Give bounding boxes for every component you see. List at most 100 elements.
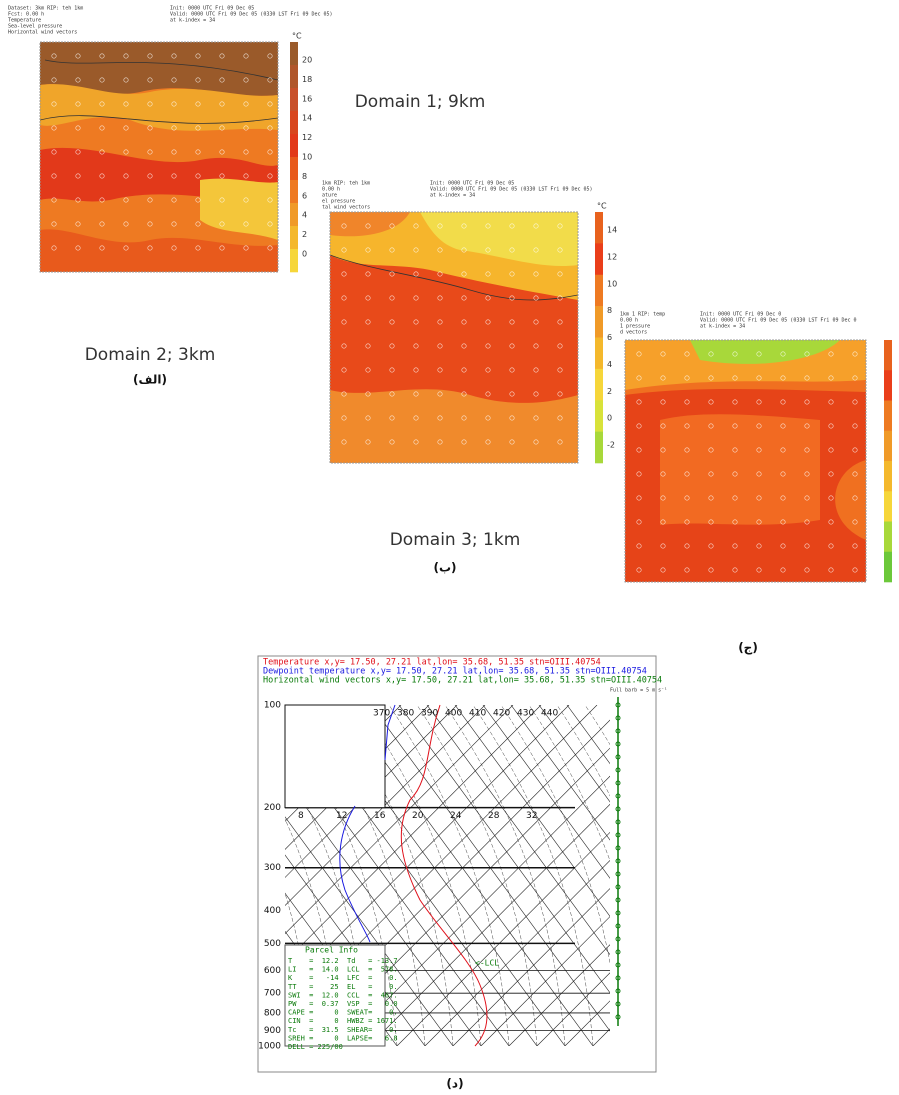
colorbar-unit: °C [292,32,302,41]
panel-label: (ج) [738,641,758,655]
colorbar-tick-label: -2 [607,441,615,450]
colorbar-segment [595,369,603,401]
colorbar-segment [290,180,298,203]
colorbar-segment [595,243,603,275]
dry-adiabat [0,705,117,1046]
theta-label: 410 [469,709,486,719]
map-header: at k-index = 34 [170,18,215,24]
theta-label: 440 [541,709,558,719]
moist-adiabat [0,705,61,1046]
theta-label: 380 [397,709,414,719]
colorbar-segment [884,340,892,371]
colorbar-tick-label: 8 [302,172,307,181]
dry-adiabat [0,705,229,1046]
colorbar-segment [290,134,298,157]
theta-label: 420 [493,709,510,719]
parcel-title: Parcel Info [305,946,358,955]
temp-label: 32 [526,811,537,821]
colorbar-tick-label: 14 [302,114,312,123]
colorbar-tick-label: 6 [302,191,307,200]
isotherm [733,705,899,1046]
map-header: at k-index = 34 [430,193,475,199]
colorbar-tick-label: 12 [607,252,617,261]
colorbar-segment [290,226,298,249]
parcel-info: CAPE = 0 SWEAT= 0. [288,1009,398,1017]
colorbar-tick-label: 14 [607,226,617,235]
blank-box [285,705,385,808]
panel-label: (الف) [133,373,167,387]
theta-label: 390 [421,709,438,719]
colorbar-segment [595,306,603,338]
moist-adiabat [669,705,789,1046]
colorbar-segment [884,461,892,492]
colorbar-segment [884,552,892,583]
dry-adiabat [0,705,201,1046]
parcel-info: LI = 14.0 LCL = 578. [288,966,398,974]
colorbar-segment [884,491,892,522]
caption: Domain 2; 3km [85,345,216,365]
parcel-info: SWI = 12.0 CCL = 467. [288,991,398,999]
panel-label: (ب) [433,561,456,575]
pressure-label: 600 [264,966,281,976]
moist-adiabat [25,705,145,1046]
colorbar-segment [884,370,892,401]
theta-label: 400 [445,709,462,719]
parcel-info: SREH = 0 LAPSE= 6.8 [288,1034,398,1042]
moist-adiabat [53,705,173,1046]
dry-adiabat [0,705,145,1046]
colorbar-segment [290,111,298,134]
colorbar-segment [290,65,298,88]
temp-label: 16 [374,811,386,821]
temp-label: 24 [450,811,462,821]
pressure-label: 100 [264,701,281,711]
moist-adiabat [697,705,817,1046]
dry-adiabat [7,705,257,1046]
colorbar-tick-label: 6 [607,333,612,342]
moist-adiabat [0,705,117,1046]
isotherm [705,705,899,1046]
moist-adiabat [109,705,229,1046]
parcel-info: DELL = 225/00 [288,1043,343,1051]
colorbar-tick-label: 2 [302,230,307,239]
dry-adiabat [0,705,33,1046]
theta-label: 370 [373,709,390,719]
colorbar-segment [595,338,603,370]
temp-label: 8 [298,811,304,821]
colorbar-segment [884,522,892,553]
moist-adiabat [81,705,201,1046]
pressure-label: 300 [264,863,281,873]
moist-adiabat [0,705,5,1046]
pressure-label: 200 [264,803,281,813]
colorbar-tick-label: 10 [302,153,312,162]
isotherm [761,705,899,1046]
colorbar-segment [595,432,603,464]
colorbar-tick-label: 0 [302,250,307,259]
colorbar-tick-label: 20 [302,56,312,65]
colorbar-tick-label: 12 [302,133,312,142]
pressure-label: 800 [264,1008,281,1018]
parcel-info: PW = 0.37 VSP = 0.0 [288,1000,398,1008]
colorbar-segment [290,88,298,111]
temp-label: 20 [412,811,424,821]
skewt-header: Horizontal wind vectors x,y= 17.50, 27.2… [263,676,662,686]
colorbar-segment [595,400,603,432]
colorbar-segment [884,401,892,432]
pressure-label: 1000 [258,1042,281,1052]
colorbar-segment [290,157,298,180]
map-domain-3 [330,212,578,463]
isotherm [649,705,899,1046]
panel-label: (د) [446,1077,463,1091]
dry-adiabat [0,705,61,1046]
moist-adiabat [641,705,761,1046]
colorbar-tick-label: 18 [302,75,312,84]
parcel-info: K = -14 LFC = 0. [288,974,398,982]
colorbar-segment [290,249,298,272]
pressure-label: 900 [264,1026,281,1036]
isotherm [677,705,899,1046]
temp-label: 12 [336,811,347,821]
map-header: tal wind vectors [322,205,370,211]
parcel-info: CIN = 0 HWBZ = 1671. [288,1017,398,1025]
pressure-label: 500 [264,939,281,949]
moist-adiabat [137,705,257,1046]
colorbar-segment [290,42,298,65]
